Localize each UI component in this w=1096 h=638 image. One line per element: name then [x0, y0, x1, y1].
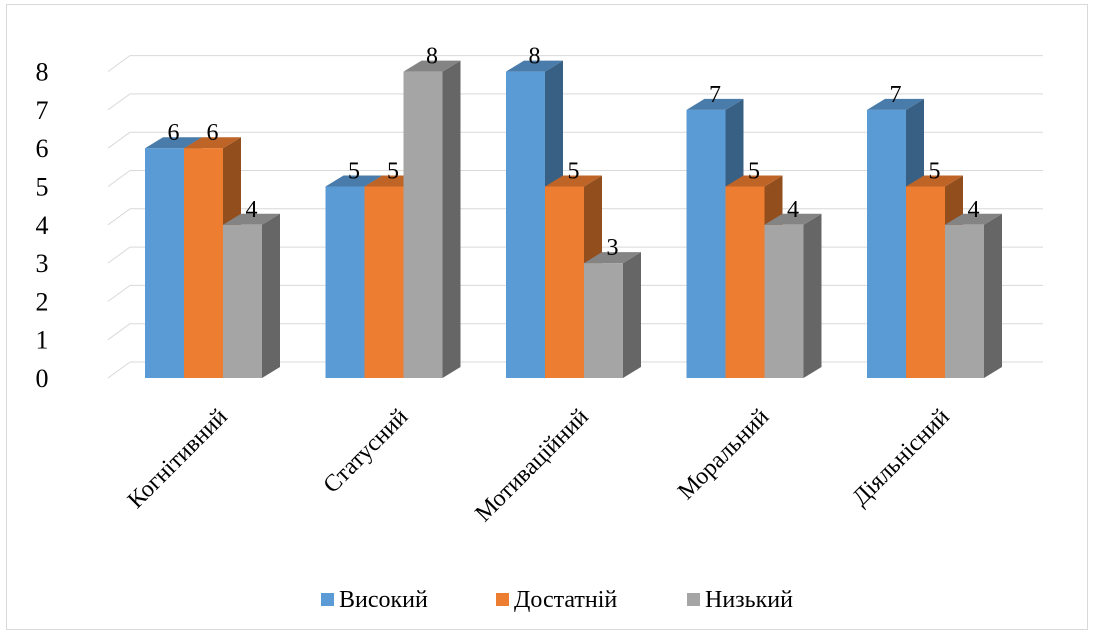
data-label: 6	[168, 120, 180, 146]
gridline-depth	[107, 93, 131, 111]
x-axis-category-labels: Когнітивний Статусний Мотиваційний Моральни…	[123, 404, 955, 527]
y-tick-label: 5	[36, 173, 49, 202]
bar	[945, 213, 1002, 378]
bar-front-face	[223, 224, 262, 378]
legend-label: Низький	[705, 587, 793, 613]
bar-front-face	[725, 186, 765, 378]
gridline-depth	[107, 323, 131, 341]
bar-top-face	[906, 175, 963, 187]
bar-side-face	[262, 213, 280, 378]
bar-side-face	[803, 213, 822, 378]
bar-side-face	[442, 60, 461, 378]
data-label: 5	[387, 159, 399, 185]
bar-front-face	[906, 186, 945, 378]
gridline-depth	[107, 55, 131, 73]
y-tick-label: 4	[36, 211, 49, 240]
gridline-depth	[107, 170, 131, 187]
bar-top-face	[686, 98, 744, 110]
bar-top-face	[403, 60, 461, 72]
bar-front-face	[584, 263, 623, 378]
bar-side-face	[623, 252, 641, 378]
data-label: 7	[709, 82, 721, 108]
x-category-label: Когнітивний	[123, 404, 233, 514]
data-label: 3	[607, 235, 619, 261]
y-tick-label: 8	[36, 58, 49, 87]
data-label: 6	[207, 120, 219, 146]
bar	[403, 60, 461, 378]
legend: Високий Достатній Низький	[321, 587, 793, 613]
data-label: 4	[246, 197, 258, 223]
data-label: 5	[748, 159, 760, 185]
bar-top-face	[145, 137, 202, 149]
bar-front-face	[364, 186, 404, 378]
bar-top-face	[223, 213, 280, 225]
bar-side-face	[984, 213, 1002, 378]
x-category-label: Мотиваційний	[470, 404, 593, 527]
bar-top-face	[325, 175, 383, 187]
legend-swatch	[496, 593, 509, 606]
bar-top-face	[945, 213, 1002, 225]
y-tick-label: 0	[36, 364, 49, 393]
gridline-depth	[107, 208, 131, 226]
y-tick-label: 7	[36, 96, 49, 125]
gridline-depth	[107, 246, 131, 264]
bar-front-face	[545, 186, 584, 378]
bar-front-face	[506, 71, 545, 378]
bar-top-face	[545, 175, 602, 187]
gridline-depth	[107, 284, 131, 302]
data-label: 7	[890, 82, 902, 108]
bar-top-face	[764, 213, 822, 225]
bar-front-face	[184, 148, 223, 378]
bar-front-face	[145, 148, 184, 378]
x-category-label: Статусний	[319, 404, 414, 499]
bar-front-face	[403, 71, 443, 378]
bar-front-face	[867, 109, 906, 379]
bar-front-face	[945, 224, 984, 378]
bar-top-face	[184, 137, 241, 149]
data-label: 4	[968, 197, 980, 223]
legend-item: Низький	[687, 587, 793, 613]
data-label: 8	[426, 44, 438, 70]
legend-swatch	[321, 593, 334, 606]
bar-top-face	[725, 175, 783, 187]
bar	[764, 213, 822, 378]
y-tick-label: 3	[36, 249, 49, 278]
bar-front-face	[764, 224, 804, 378]
data-label: 5	[568, 159, 580, 185]
y-tick-label: 2	[36, 287, 49, 316]
bar-top-face	[584, 252, 641, 264]
gridline-depth	[107, 131, 131, 149]
legend-label: Достатній	[514, 587, 617, 613]
y-tick-label: 6	[36, 134, 49, 163]
x-category-label: Діяльнісний	[847, 404, 954, 511]
bars	[145, 60, 1002, 379]
bar-top-face	[506, 60, 563, 72]
gridline-depth	[107, 361, 131, 379]
y-axis-tick-labels: 0 1 2 3 4 5 6 7 8	[36, 58, 49, 393]
y-tick-label: 1	[36, 326, 49, 355]
data-label: 5	[929, 159, 941, 185]
bar-front-face	[686, 109, 726, 379]
legend-item: Достатній	[496, 587, 617, 613]
data-label: 4	[787, 197, 799, 223]
data-labels: 6 6 4 5 5 8 8 5 3 7 5 4 7 5 4	[168, 44, 980, 262]
x-category-label: Моральний	[673, 404, 774, 505]
legend-label: Високий	[339, 587, 428, 613]
bar-front-face	[325, 186, 365, 378]
data-label: 8	[529, 44, 541, 70]
bar	[223, 213, 280, 378]
bar	[584, 252, 641, 378]
legend-item: Високий	[321, 587, 428, 613]
data-label: 5	[348, 159, 360, 185]
bar-top-face	[867, 98, 924, 110]
legend-swatch	[687, 593, 700, 606]
